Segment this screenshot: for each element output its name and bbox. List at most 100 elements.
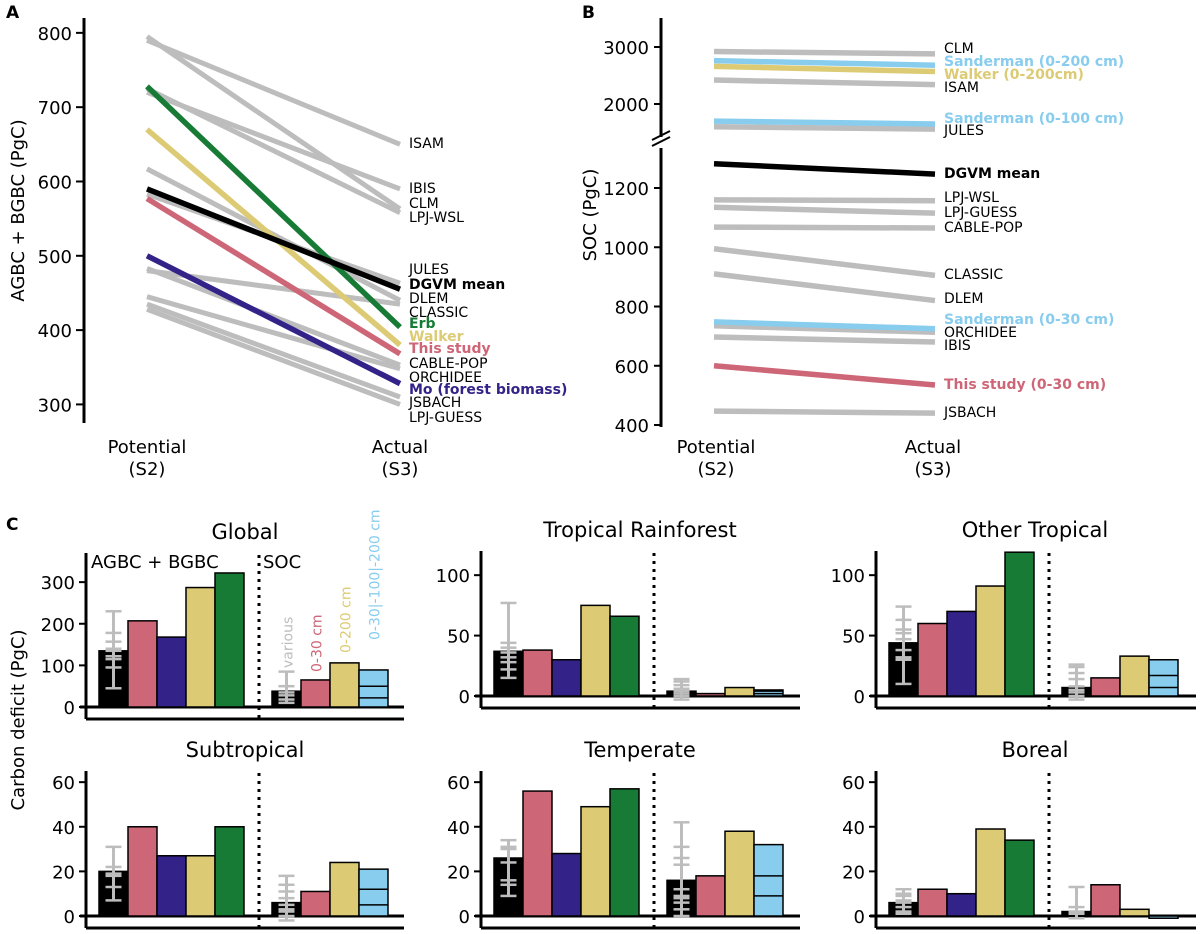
- series-line-jsbach: [713, 408, 936, 416]
- bar-biomass-this-study: [127, 826, 158, 917]
- soc-bar-label-0-200-cm: 0-200 cm: [339, 587, 355, 653]
- subplot-global: Global 0 100 200 300 AGBC + BGBC SOC various 0-3…: [41, 509, 404, 721]
- series-label-isam: ISAM: [409, 136, 444, 152]
- bar-soc-sanderman: [753, 843, 784, 917]
- y-tick-label: 0: [854, 687, 865, 708]
- x-tick-label: Actual: [372, 437, 428, 458]
- panel-c-chart: Carbon deficit (PgC)Global0100200300AGBC…: [8, 509, 1196, 930]
- bar-biomass-erb: [609, 788, 640, 917]
- subplot-title: Boreal: [1001, 738, 1068, 762]
- y-tick-label: 20: [447, 862, 470, 883]
- axis-break-mark: [651, 136, 671, 147]
- group-label-biomass: AGBC + BGBC: [91, 552, 219, 573]
- subplot-boreal: Boreal 0 20 40 60: [842, 738, 1196, 930]
- series-label-clm: CLM: [944, 41, 974, 57]
- bar-soc-this-study: [1090, 884, 1121, 917]
- x-tick-label: (S3): [915, 459, 952, 480]
- x-tick-label: Potential: [108, 437, 187, 458]
- bar-biomass-this-study: [917, 888, 948, 917]
- bar-soc-sanderman: [358, 669, 389, 708]
- bar-biomass-walker: [975, 828, 1006, 917]
- series-line-classic: [713, 246, 936, 279]
- series-line-jules: [713, 124, 936, 132]
- y-tick-label: 600: [38, 172, 72, 193]
- y-tick-label: 800: [615, 298, 649, 319]
- series-line-this-study-0-30-cm: [713, 363, 936, 388]
- series-label-classic: CLASSIC: [409, 305, 468, 321]
- series-line-lpj-wsl: [145, 86, 402, 215]
- subplot-subtropical: Subtropical 0 20 40 60: [52, 738, 404, 930]
- series-line-walker-0-200cm: [713, 63, 936, 75]
- x-tick-label: Actual: [905, 437, 961, 458]
- bar-soc-this-study: [300, 679, 331, 708]
- y-tick-label: 0: [854, 907, 865, 928]
- bar-biomass-mo: [946, 892, 977, 917]
- y-tick-label: 0: [64, 907, 75, 928]
- x-tick-label: (S2): [698, 459, 735, 480]
- soc-bar-label-various: various: [281, 617, 297, 668]
- series-label-jules: JULES: [408, 262, 449, 278]
- x-tick-label: Potential: [677, 437, 756, 458]
- series-label-cable-pop: CABLE-POP: [409, 356, 488, 372]
- y-tick-label: 300: [38, 395, 72, 416]
- bar-soc-sanderman: [1148, 659, 1179, 697]
- bar-biomass-erb: [214, 572, 245, 708]
- y-tick-label: 100: [436, 566, 470, 587]
- y-tick-label: 400: [615, 416, 649, 437]
- subplot-title: Other Tropical: [962, 518, 1108, 542]
- series-label-ibis: IBIS: [409, 181, 436, 197]
- series-line-dlem: [713, 271, 936, 304]
- y-tick-label: 1200: [603, 179, 649, 200]
- bar-biomass-walker: [975, 585, 1006, 697]
- y-tick-label: 800: [38, 24, 72, 45]
- bar-soc-walker: [1119, 908, 1150, 917]
- series-label-sanderman-0-200-cm: Sanderman (0-200 cm): [944, 54, 1124, 70]
- panel-letter-a: A: [6, 3, 20, 23]
- bar-biomass-this-study: [522, 649, 553, 697]
- y-tick-label: 500: [38, 247, 72, 268]
- panel-letter-c: C: [6, 515, 18, 535]
- series-label-erb: Erb: [409, 316, 436, 332]
- y-tick-label: 40: [842, 818, 865, 839]
- series-line-clm: [145, 34, 402, 212]
- series-line-sanderman-0-200-cm: [713, 57, 936, 68]
- bar-biomass-walker: [580, 604, 611, 697]
- group-label-soc: SOC: [263, 552, 301, 573]
- bar-biomass-this-study: [127, 620, 158, 708]
- bar-soc-this-study: [695, 692, 726, 697]
- y-tick-label: 0: [459, 687, 470, 708]
- bar-soc-this-study: [1090, 677, 1121, 697]
- series-line-erb: [145, 84, 402, 330]
- soc-bar-label-0-30-100-200-cm: 0-30|-100|-200 cm: [368, 509, 384, 640]
- y-tick-label: 20: [842, 862, 865, 883]
- series-label-this-study-0-30-cm: This study (0-30 cm): [944, 377, 1106, 393]
- y-tick-label: 600: [615, 357, 649, 378]
- series-label-jsbach: JSBACH: [408, 395, 461, 411]
- bar-biomass-this-study: [522, 790, 553, 917]
- subplot-title: Tropical Rainforest: [542, 518, 737, 542]
- series-label-clm: CLM: [409, 196, 439, 212]
- bar-biomass-walker: [580, 805, 611, 917]
- bar-biomass-erb: [214, 826, 245, 917]
- bar-soc-sanderman: [358, 868, 389, 917]
- series-label-dgvm-mean: DGVM mean: [944, 166, 1040, 182]
- y-tick-label: 100: [41, 656, 75, 677]
- bar-biomass-mo: [156, 636, 187, 708]
- series-label-dlem: DLEM: [944, 291, 984, 307]
- bar-biomass-erb: [1004, 839, 1035, 917]
- bar-soc-walker: [724, 686, 755, 697]
- bar-soc-walker: [329, 662, 360, 708]
- bar-biomass-mo: [551, 852, 582, 917]
- series-line-isam: [146, 37, 401, 147]
- subplot-title: Temperate: [583, 738, 696, 762]
- series-label-this-study: This study: [409, 341, 491, 357]
- series-label-dlem: DLEM: [409, 291, 449, 307]
- series-line-orchidee: [713, 323, 936, 336]
- series-label-jules: JULES: [943, 123, 984, 139]
- series-label-walker: Walker: [409, 329, 464, 345]
- y-axis-label: AGBC + BGBC (PgC): [8, 119, 29, 301]
- y-tick-label: 200: [41, 615, 75, 636]
- series-label-sanderman-0-30-cm: Sanderman (0-30 cm): [944, 312, 1114, 328]
- subplot-tropical-rainforest: Tropical Rainforest 0 50 100: [436, 518, 800, 710]
